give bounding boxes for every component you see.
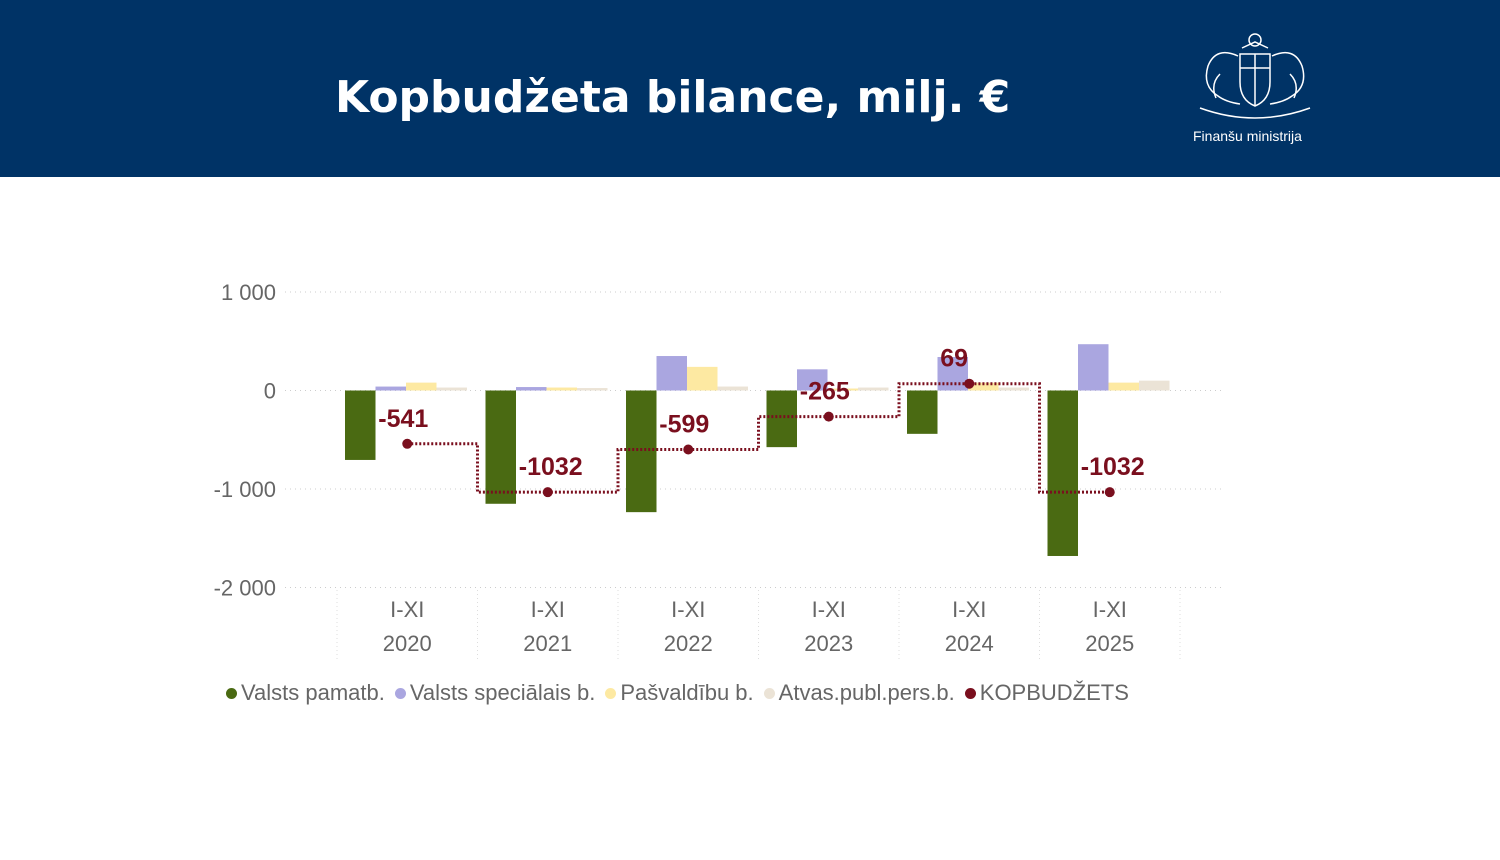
data-label: -1032 [1081,453,1145,481]
x-tick-label: 2021 [523,631,572,656]
bar-valstspamatb [907,390,938,434]
y-tick-label: 0 [264,379,276,404]
y-tick-label: 1 000 [221,280,276,305]
bar-valstsspecilaisb [656,356,687,391]
x-tick-label: I-XI [390,597,424,622]
y-tick-label: -2 000 [214,576,276,601]
bar-atvaspublpersb [1139,380,1170,391]
kopbudzets-point [964,378,975,389]
bar-pavaldbub [546,387,577,391]
x-tick-label: I-XI [1093,597,1127,622]
data-label: 69 [940,345,968,373]
kopbudzets-point [542,487,553,498]
bar-atvaspublpersb [436,387,467,391]
data-label: -1032 [519,453,583,481]
data-label: -541 [378,405,428,433]
kopbudzets-point [402,438,413,449]
kopbudzets-point [823,411,834,422]
x-tick-label: I-XI [531,597,565,622]
data-label: -265 [800,378,850,406]
legend-marker [964,687,976,699]
bar-atvaspublpersb [577,388,608,391]
legend-item[interactable]: KOPBUDŽETS [964,680,1129,706]
bar-valstsspecilaisb [516,387,547,391]
bar-valstsspecilaisb [797,369,828,391]
bar-valstsspecilaisb [1078,344,1109,391]
x-tick-label: I-XI [952,597,986,622]
x-tick-label: 2025 [1085,631,1134,656]
bar-valstspamatb [766,390,797,448]
legend-item[interactable]: Valsts pamatb. [226,680,385,706]
legend-marker [605,687,617,699]
x-tick-label: 2023 [804,631,853,656]
bar-atvaspublpersb [717,386,748,391]
bar-pavaldbub [687,366,718,391]
header: Kopbudžeta bilance, milj. € Finanšu mini… [0,0,1500,177]
bar-valstspamatb [345,390,376,460]
legend-label: Valsts speciālais b. [409,680,596,705]
x-tick-label: 2022 [664,631,713,656]
bar-atvaspublpersb [858,387,889,391]
x-tick-label: 2024 [945,631,994,656]
legend-label: Pašvaldību b. [620,680,754,705]
legend-label: Valsts pamatb. [241,680,385,705]
bar-valstspamatb [485,390,516,504]
x-tick-label: I-XI [671,597,705,622]
bar-pavaldbub [1108,382,1139,391]
page-title: Kopbudžeta bilance, milj. € [335,72,1011,123]
legend-marker [763,687,775,699]
kopbudzets-point [1104,487,1115,498]
legend-marker [226,687,237,699]
bar-pavaldbub [406,382,437,391]
legend-item[interactable]: Valsts speciālais b. [394,680,596,706]
legend-marker [394,687,406,699]
bar-atvaspublpersb [998,387,1029,391]
legend: Valsts pamatb. Valsts speciālais b. Pašval… [226,680,1129,706]
legend-label: Atvas.publ.pers.b. [778,680,955,705]
data-label: -599 [659,411,709,439]
bar-pavaldbub [968,382,999,391]
bar-valstspamatb [626,390,657,513]
x-tick-label: I-XI [812,597,846,622]
legend-item[interactable]: Pašvaldību b. [605,680,754,706]
org-name: Finanšu ministrija [1193,128,1302,144]
bar-pavaldbub [827,388,858,391]
legend-label: KOPBUDŽETS [979,680,1129,705]
x-tick-label: 2020 [383,631,432,656]
bar-valstspamatb [1047,390,1078,556]
y-tick-label: -1 000 [214,477,276,502]
coat-of-arms-logo [1199,33,1311,119]
legend-item[interactable]: Atvas.publ.pers.b. [763,680,955,706]
kopbudzets-point [683,444,694,455]
bar-valstsspecilaisb [375,386,406,391]
